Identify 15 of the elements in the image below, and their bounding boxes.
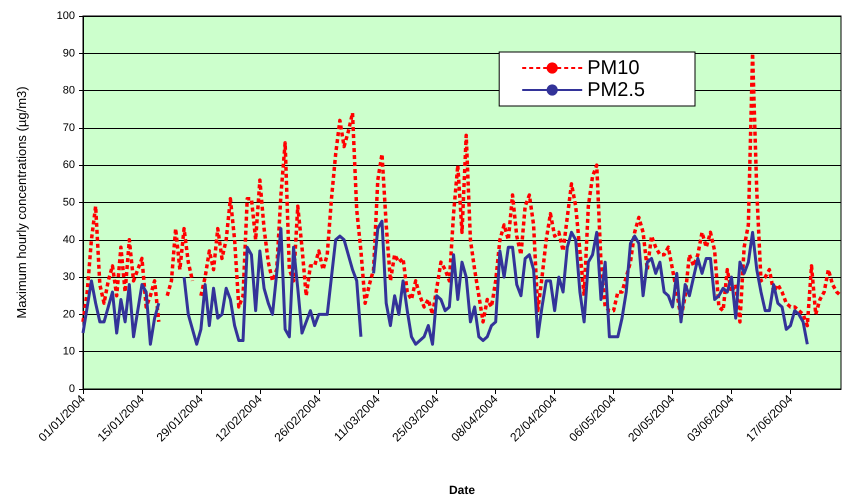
y-tick-label: 10 [62,346,75,358]
y-tick-label: 0 [68,383,75,395]
y-tick-label: 80 [62,84,75,97]
y-tick-label: 50 [62,196,75,208]
y-tick-label: 20 [62,308,75,320]
y-tick-label: 60 [62,159,75,172]
legend-label: PM10 [587,57,640,79]
legend-label: PM2.5 [587,79,646,101]
x-axis-title: Date [448,483,476,497]
y-tick-label: 30 [62,271,75,284]
y-tick-label: 100 [56,10,75,22]
y-axis-title: Maximum hourly concentrations (µg/m3) [14,86,29,319]
y-tick-label: 40 [62,234,75,246]
y-tick-label: 70 [62,122,75,134]
y-tick-label: 90 [62,47,75,60]
